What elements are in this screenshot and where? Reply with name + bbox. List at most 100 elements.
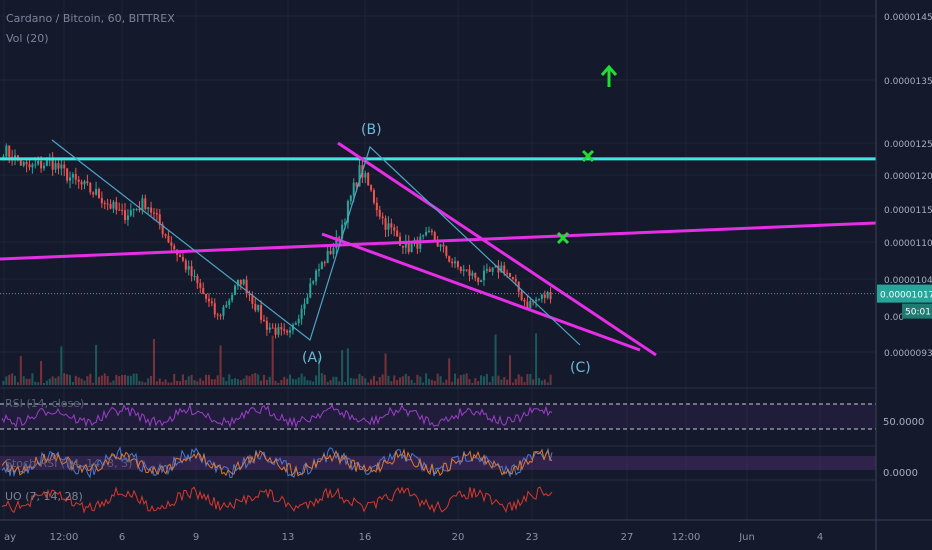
volume-bar bbox=[48, 378, 51, 385]
volume-bar bbox=[291, 378, 294, 385]
volume-bar bbox=[283, 376, 286, 385]
volume-bar bbox=[66, 374, 69, 385]
candle-body bbox=[242, 279, 245, 285]
candle-body bbox=[112, 201, 115, 209]
candle-body bbox=[210, 301, 213, 304]
chart-labels: Cardano / Bitcoin, 60, BITTREX Vol (20) … bbox=[5, 12, 924, 503]
candle-body bbox=[503, 265, 506, 273]
candle-body bbox=[416, 239, 419, 249]
volume-bar bbox=[364, 378, 367, 385]
wedge-upper-line bbox=[337, 141, 657, 357]
candle-body bbox=[294, 322, 297, 325]
volume-bar bbox=[28, 378, 31, 385]
candle-body bbox=[509, 273, 512, 277]
volume-bar bbox=[109, 382, 112, 385]
candle-body bbox=[430, 230, 433, 233]
candle-body bbox=[152, 212, 155, 214]
x-marker-lower bbox=[556, 231, 570, 245]
candle-body bbox=[491, 267, 494, 272]
volume-bar bbox=[546, 382, 549, 385]
volume-bar bbox=[323, 374, 326, 385]
candle-body bbox=[138, 208, 141, 211]
volume-bar bbox=[199, 378, 202, 385]
volume-bar bbox=[361, 376, 364, 385]
candle-body bbox=[372, 190, 375, 203]
volume-bar bbox=[317, 358, 320, 385]
volume-bar bbox=[141, 381, 144, 385]
volume-bar bbox=[196, 381, 199, 385]
candle-body bbox=[216, 314, 219, 316]
volume-bar bbox=[399, 377, 402, 385]
volume-bar bbox=[274, 380, 277, 385]
volume-bar bbox=[92, 382, 95, 385]
arrow-head bbox=[600, 64, 618, 76]
volume-bar bbox=[367, 382, 370, 385]
candle-body bbox=[352, 182, 355, 196]
volume-bar bbox=[309, 380, 312, 385]
volume-bar bbox=[341, 349, 344, 385]
candle-body bbox=[306, 297, 309, 304]
volume-bar bbox=[289, 374, 292, 385]
candle-body bbox=[222, 306, 225, 316]
volume-bar bbox=[462, 374, 465, 385]
candle-body bbox=[260, 305, 263, 320]
grid-lines bbox=[0, 0, 876, 520]
candle-body bbox=[454, 261, 457, 264]
candle-body bbox=[115, 201, 118, 210]
stoch-rsi-label: Stoch RSI (14, 14, 3, 3) bbox=[5, 457, 132, 470]
volume-bar bbox=[248, 376, 251, 385]
volume-bar bbox=[329, 380, 332, 385]
candle-body bbox=[8, 145, 11, 157]
volume-bar bbox=[543, 379, 546, 385]
volume-bar bbox=[332, 376, 335, 385]
candle-body bbox=[422, 235, 425, 237]
volume-bar bbox=[19, 356, 22, 385]
volume-bar bbox=[121, 374, 124, 385]
candle-body bbox=[92, 192, 95, 195]
volume-bar bbox=[144, 382, 147, 385]
candle-body bbox=[69, 177, 72, 181]
up-arrow-target bbox=[600, 64, 618, 87]
volume-bar bbox=[294, 379, 297, 385]
candle-body bbox=[86, 181, 89, 183]
volume-bar bbox=[320, 373, 323, 385]
candle-body bbox=[401, 245, 404, 248]
volume-bar bbox=[112, 380, 115, 385]
candle-body bbox=[118, 209, 121, 211]
volume-bar bbox=[488, 382, 491, 385]
candle-body bbox=[80, 181, 83, 185]
volume-bar bbox=[514, 378, 517, 385]
volume-bar bbox=[45, 380, 48, 385]
candle-body bbox=[190, 266, 193, 277]
volume-bar bbox=[497, 375, 500, 385]
candle-body bbox=[187, 266, 190, 270]
candle-body bbox=[97, 188, 100, 198]
volume-bar bbox=[51, 376, 54, 385]
candle-body bbox=[332, 248, 335, 255]
candle-body bbox=[164, 234, 167, 236]
candle-body bbox=[135, 208, 138, 210]
candle-body bbox=[268, 327, 271, 330]
volume-bar bbox=[326, 381, 329, 385]
candle-body bbox=[236, 279, 239, 286]
volume-bar bbox=[404, 373, 407, 385]
candle-body bbox=[150, 207, 153, 213]
volume-bar bbox=[517, 374, 520, 385]
candle-body bbox=[205, 293, 208, 299]
volume-bar bbox=[42, 382, 45, 385]
volume-bar bbox=[77, 377, 80, 385]
volume-bar bbox=[416, 374, 419, 385]
volume-bar bbox=[474, 378, 477, 385]
volume-bar bbox=[280, 379, 283, 385]
candle-body bbox=[181, 257, 184, 261]
candle-body bbox=[338, 236, 341, 239]
volume-bar bbox=[83, 380, 86, 385]
volume-bar bbox=[482, 376, 485, 385]
